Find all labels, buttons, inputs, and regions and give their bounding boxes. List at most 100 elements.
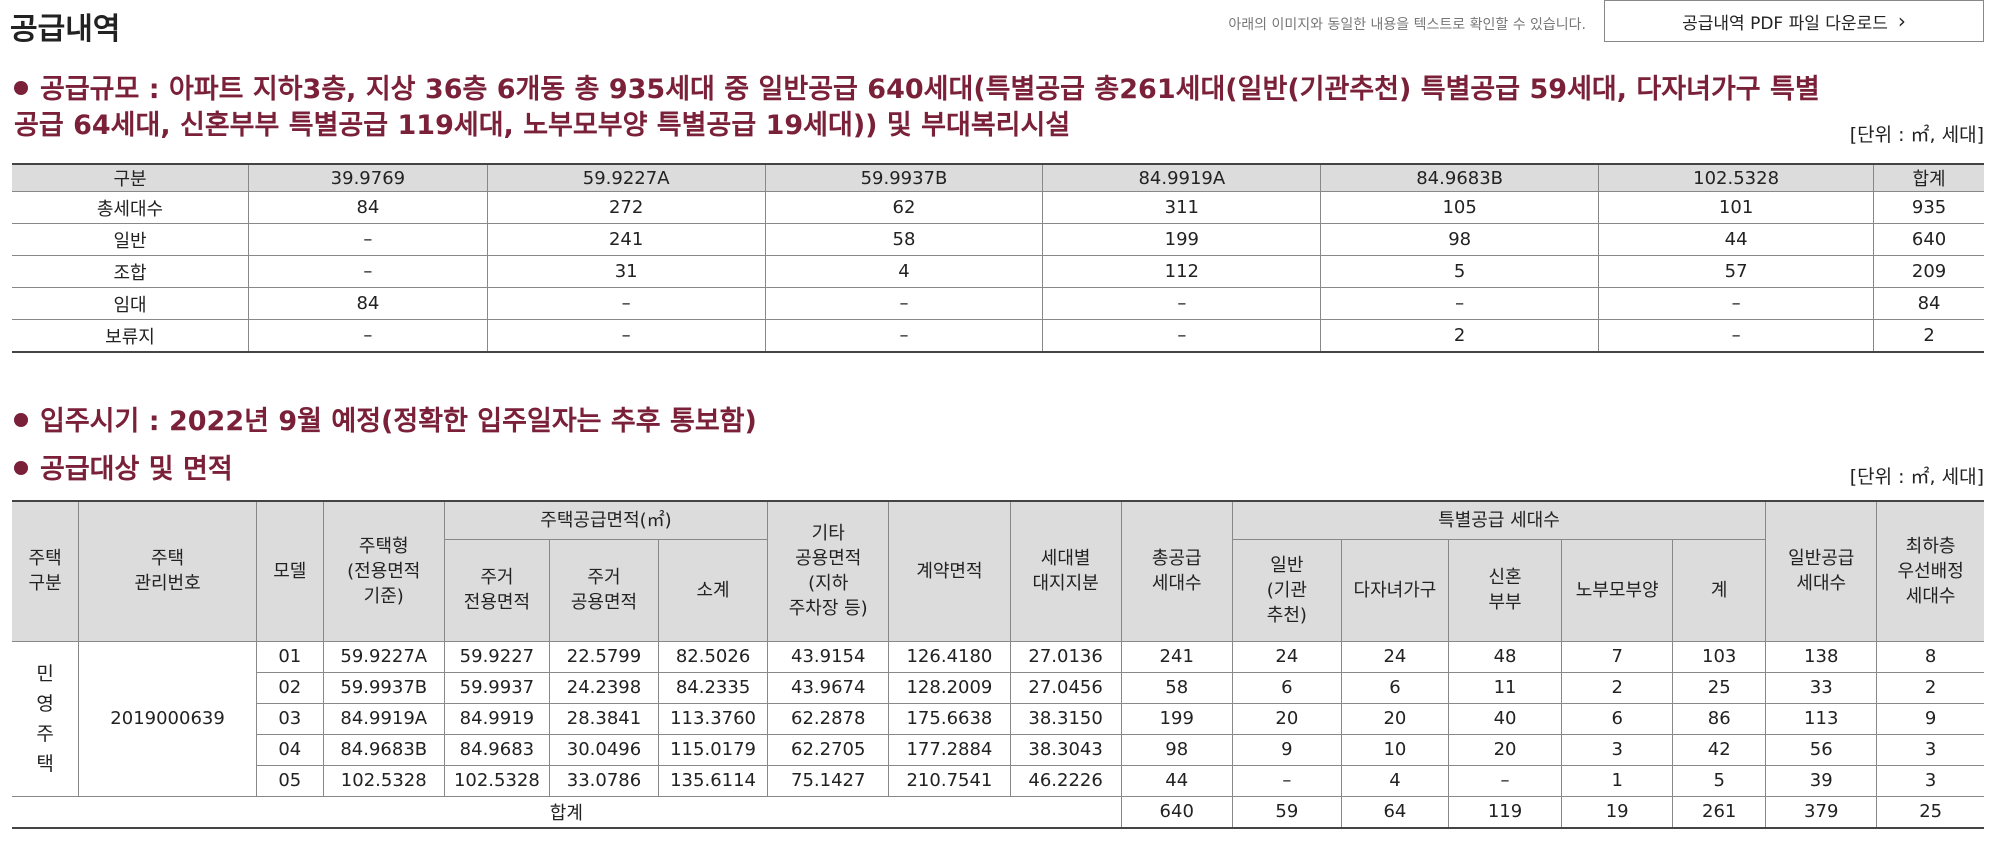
table-cell: 177.2884 <box>888 733 1011 766</box>
total-cell: 379 <box>1765 795 1878 828</box>
table-row: 조합 –31 4 112 5 57 209 <box>12 255 1984 288</box>
table-cell: 84.9683B <box>322 733 445 766</box>
header-sp-sum: 계 <box>1672 538 1766 642</box>
table-cell: 24.2398 <box>548 671 660 704</box>
table-cell: 62 <box>764 191 1044 224</box>
table-cell: 105 <box>1320 191 1600 224</box>
table-cell: 10 <box>1340 733 1449 766</box>
top-bar: 공급내역 아래의 이미지와 동일한 내용을 텍스트로 확인할 수 있습니다. 공… <box>0 0 1996 50</box>
table-cell: 241 <box>486 223 766 256</box>
table-cell: 11 <box>1447 671 1563 704</box>
table-cell: 33 <box>1765 671 1878 704</box>
header-house-type: 주택 구분 <box>12 500 80 642</box>
table-cell: 84.9683 <box>443 733 550 766</box>
table-cell: 46.2226 <box>1009 764 1122 797</box>
table-cell: 43.9674 <box>767 671 890 704</box>
table-cell: 241 <box>1120 640 1233 673</box>
table-cell: 27.0136 <box>1009 640 1122 673</box>
model-cell: 05 <box>256 764 324 797</box>
table-cell: 20 <box>1447 733 1563 766</box>
row-label: 일반 <box>12 223 249 256</box>
table-row: 04 84.9683B 84.9683 30.0496 115.0179 62.2705 1… <box>12 733 1984 766</box>
table-cell: 84 <box>1873 287 1984 320</box>
table-cell: 199 <box>1120 702 1233 735</box>
table-cell: 311 <box>1042 191 1322 224</box>
table-cell: 57 <box>1598 255 1875 288</box>
table-cell: 59.9937 <box>443 671 550 704</box>
total-row: 합계 640 59 64 119 19 261 379 25 <box>12 795 1984 828</box>
table-cell: 24 <box>1231 640 1342 673</box>
header-general-supply: 일반공급 세대수 <box>1765 500 1878 642</box>
table-cell: 84 <box>248 191 488 224</box>
table-cell: – <box>1042 287 1322 320</box>
table-cell: – <box>248 223 488 256</box>
table-cell: 3 <box>1876 733 1984 766</box>
header-sp-elder: 노부모부양 <box>1561 538 1674 642</box>
header-res-common: 주거 공용면적 <box>548 538 660 642</box>
total-cell: 261 <box>1672 795 1767 828</box>
header-res-exclusive: 주거 전용면적 <box>444 538 550 642</box>
table-cell: 6 <box>1561 702 1674 735</box>
table-header-row: 구분 39.9769 59.9227A 59.9937B 84.9919A 84.9683… <box>12 163 1984 192</box>
table-cell: 20 <box>1340 702 1449 735</box>
house-type-cell: 민 영 주 택 <box>12 640 80 797</box>
bullet-icon <box>14 80 28 95</box>
row-label: 임대 <box>12 287 249 320</box>
table-row: 보류지 – – – –2–2 <box>12 319 1984 353</box>
model-cell: 01 <box>255 640 324 673</box>
table-cell: 199 <box>1042 223 1322 256</box>
table-cell: 103 <box>1672 640 1767 673</box>
section-supply-target-title: 공급대상 및 면적 <box>40 454 233 485</box>
table-cell: 38.3150 <box>1009 702 1122 735</box>
table-cell: 113 <box>1765 702 1878 735</box>
total-cell: 640 <box>1120 795 1233 828</box>
table-row: 임대 84– – – – –84 <box>12 287 1984 320</box>
table-cell: 102.5328 <box>322 764 445 797</box>
total-cell: 119 <box>1447 795 1563 828</box>
table-cell: 59.9227 <box>443 640 550 673</box>
table-cell: 3 <box>1561 733 1674 766</box>
table-cell: 82.5026 <box>658 640 769 673</box>
table-header-cell: 84.9919A <box>1042 163 1322 192</box>
header-sp-multichild: 다자녀가구 <box>1340 538 1449 642</box>
header-special-supply: 특별공급 세대수 <box>1231 500 1767 540</box>
total-label: 합계 <box>12 795 1122 828</box>
table-cell: 101 <box>1598 191 1875 224</box>
table-cell: 43.9154 <box>767 640 890 673</box>
table-cell: 98 <box>1120 733 1233 766</box>
table-cell: 640 <box>1873 223 1984 256</box>
pdf-download-button[interactable]: 공급내역 PDF 파일 다운로드 › <box>1604 0 1984 42</box>
header-model: 모델 <box>255 500 324 642</box>
header-mgmt-no: 주택 관리번호 <box>78 500 257 642</box>
table-cell: 75.1427 <box>767 764 890 797</box>
table-header-cell: 구분 <box>12 163 249 192</box>
table-cell: 135.6114 <box>658 764 769 797</box>
table-cell: 84.9919 <box>443 702 550 735</box>
header-total-supply: 총공급 세대수 <box>1120 500 1233 642</box>
table-cell: 40 <box>1447 702 1563 735</box>
table-cell: 7 <box>1561 640 1674 673</box>
table-cell: 42 <box>1672 733 1767 766</box>
table-header-cell: 84.9683B <box>1320 163 1600 192</box>
table-header-cell: 39.9769 <box>248 163 488 192</box>
table-cell: 126.4180 <box>888 640 1011 673</box>
section-move-in: 입주시기 : 2022년 9월 예정(정확한 입주일자는 추후 통보함) <box>14 404 757 440</box>
table-cell: 2 <box>1873 319 1984 353</box>
table-header-row: 주택 구분 주택 관리번호 모델 주택형 (전용면적 기준) 주택공급면적(㎡)… <box>12 500 1984 642</box>
table-row: 03 84.9919A 84.9919 28.3841 113.3760 62.2878 1… <box>12 702 1984 735</box>
table-cell: 38.3043 <box>1009 733 1122 766</box>
table-cell: 44 <box>1120 764 1233 797</box>
table-cell: 59.9227A <box>322 640 445 673</box>
table-cell: 210.7541 <box>888 764 1011 797</box>
table-cell: – <box>486 287 766 320</box>
table-cell: 22.5799 <box>548 640 660 673</box>
header-sp-general: 일반 (기관 추천) <box>1231 538 1342 642</box>
table-cell: – <box>1231 764 1342 797</box>
table-cell: – <box>1042 319 1322 353</box>
table-cell: 9 <box>1231 733 1342 766</box>
table-cell: 5 <box>1672 764 1767 797</box>
table-cell: 62.2878 <box>767 702 890 735</box>
section-supply-scale: 공급규모 : 아파트 지하3층, 지상 36층 6개동 총 935세대 중 일반… <box>14 72 1820 144</box>
table-cell: 28.3841 <box>548 702 660 735</box>
model-cell: 03 <box>256 702 324 735</box>
